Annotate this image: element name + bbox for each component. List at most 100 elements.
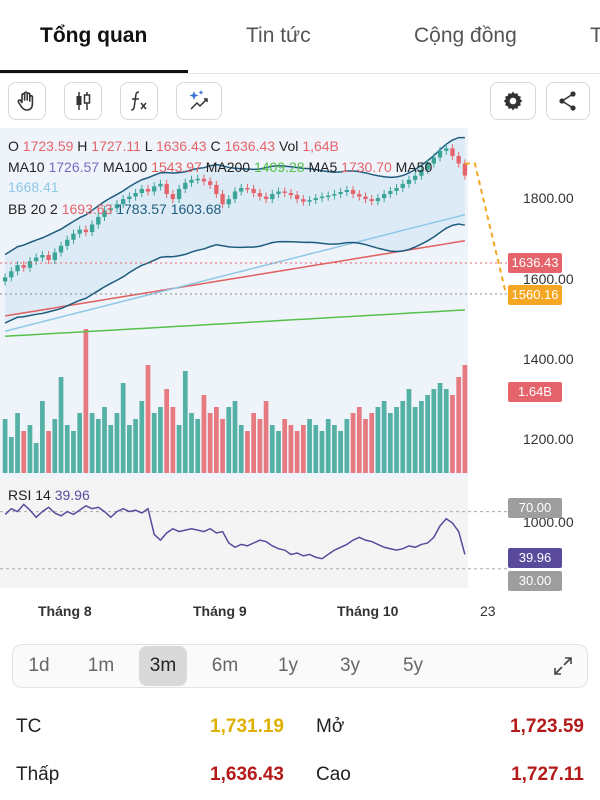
candle-body (102, 210, 107, 217)
candle-body (133, 193, 138, 197)
volume-bar (102, 407, 107, 473)
volume-bar (288, 425, 294, 473)
candle-body (114, 204, 120, 209)
stat-value-reference: 1,731.19 (210, 716, 284, 737)
volume-bar (300, 425, 306, 473)
volume-bar (71, 431, 76, 473)
hand-icon (17, 91, 34, 111)
tab-community[interactable]: Cộng đồng (414, 24, 517, 47)
candle-body (183, 182, 188, 189)
volume-bar (151, 413, 157, 473)
volume-bar (375, 407, 381, 473)
volume-bar (431, 389, 437, 473)
candle-body (307, 200, 312, 202)
volume-bar (456, 377, 462, 473)
time-range-selector: 1d 1m 3m 6m 1y 3y 5y (12, 644, 588, 688)
target-price-tag: 1560.16 (508, 285, 562, 305)
tab-news[interactable]: Tin tức (246, 24, 311, 47)
candle-body (164, 183, 169, 195)
top-tabs: Tổng quan Tin tức Cộng đồng T (0, 0, 600, 74)
volume-bar (2, 419, 8, 473)
candle-body (77, 229, 82, 234)
volume-bar (114, 413, 120, 473)
candle-body (21, 265, 26, 268)
candle-body (2, 277, 8, 282)
tab-more[interactable]: T (590, 24, 600, 47)
candle-body (232, 191, 238, 200)
candle-body (52, 252, 57, 261)
candle-body (270, 194, 275, 200)
range-6m-button[interactable]: 6m (211, 655, 239, 676)
candle-body (27, 261, 33, 268)
volume-bar (89, 413, 95, 473)
candlestick-type-button[interactable] (64, 82, 102, 120)
candle-body (444, 148, 449, 151)
rsi-30-tag: 30.00 (508, 571, 562, 591)
candle-body (58, 245, 64, 253)
volume-bar (294, 431, 300, 473)
volume-bar (176, 425, 182, 473)
indicators-button[interactable] (120, 82, 158, 120)
projection-line (464, 162, 507, 295)
candle-body (462, 163, 468, 176)
stat-label-low: Thấp (16, 764, 60, 785)
share-icon (559, 91, 576, 111)
volume-bar (127, 425, 132, 473)
bollinger-band-fill (5, 137, 465, 324)
volume-bar (40, 401, 45, 473)
bb-upper-line (4, 136, 465, 256)
candle-body (263, 196, 269, 200)
price-chart[interactable]: O 1723.59 H 1727.11 L 1636.43 C 1636.43 … (0, 128, 600, 598)
ma100-line (4, 240, 466, 317)
volume-bar (170, 407, 176, 473)
volume-bar (332, 425, 337, 473)
candle-body (437, 150, 443, 158)
volume-bar (313, 425, 319, 473)
range-3m-button[interactable]: 3m (139, 646, 187, 686)
range-5y-button[interactable]: 5y (402, 655, 424, 676)
active-tab-indicator (0, 70, 188, 73)
candle-body (425, 163, 430, 170)
volume-bar (139, 401, 145, 473)
volume-bar (412, 407, 418, 473)
volume-bar (207, 413, 213, 473)
candle-body (394, 187, 399, 191)
volume-bar (64, 425, 70, 473)
volume-bar (164, 389, 170, 473)
volume-bar (263, 401, 269, 473)
candle-body (313, 198, 318, 201)
candle-body (170, 194, 176, 200)
candle-body (282, 191, 287, 194)
volume-bar (46, 431, 51, 473)
candle-body (388, 190, 393, 195)
chart-canvas[interactable] (0, 128, 600, 598)
candle-body (413, 175, 418, 180)
rsi-line (4, 503, 466, 560)
volume-bar (52, 419, 58, 473)
volume-bar (381, 401, 387, 473)
tab-overview[interactable]: Tổng quan (40, 24, 148, 47)
fullscreen-button[interactable] (539, 645, 587, 687)
range-1y-button[interactable]: 1y (277, 655, 299, 676)
range-1m-button[interactable]: 1m (87, 655, 115, 676)
candle-body (145, 188, 151, 192)
range-3y-button[interactable]: 3y (339, 655, 361, 676)
volume-bar (77, 413, 83, 473)
candle-body (344, 189, 350, 193)
candle-body (108, 208, 113, 211)
volume-bar (319, 431, 325, 473)
hand-tool-button[interactable] (8, 82, 46, 120)
volume-bar (269, 425, 275, 473)
ai-analysis-button[interactable] (176, 82, 222, 120)
settings-button[interactable] (490, 82, 536, 120)
volume-tag: 1.64B (508, 382, 562, 402)
candle-body (431, 157, 437, 164)
candle-body (33, 257, 39, 262)
range-1d-button[interactable]: 1d (28, 655, 50, 676)
share-button[interactable] (546, 82, 590, 120)
gear-icon (503, 91, 523, 111)
price-tick-1800: 1800.00 (523, 190, 574, 206)
candle-body (201, 178, 207, 182)
volume-bar (462, 365, 468, 473)
candle-body (338, 192, 343, 195)
